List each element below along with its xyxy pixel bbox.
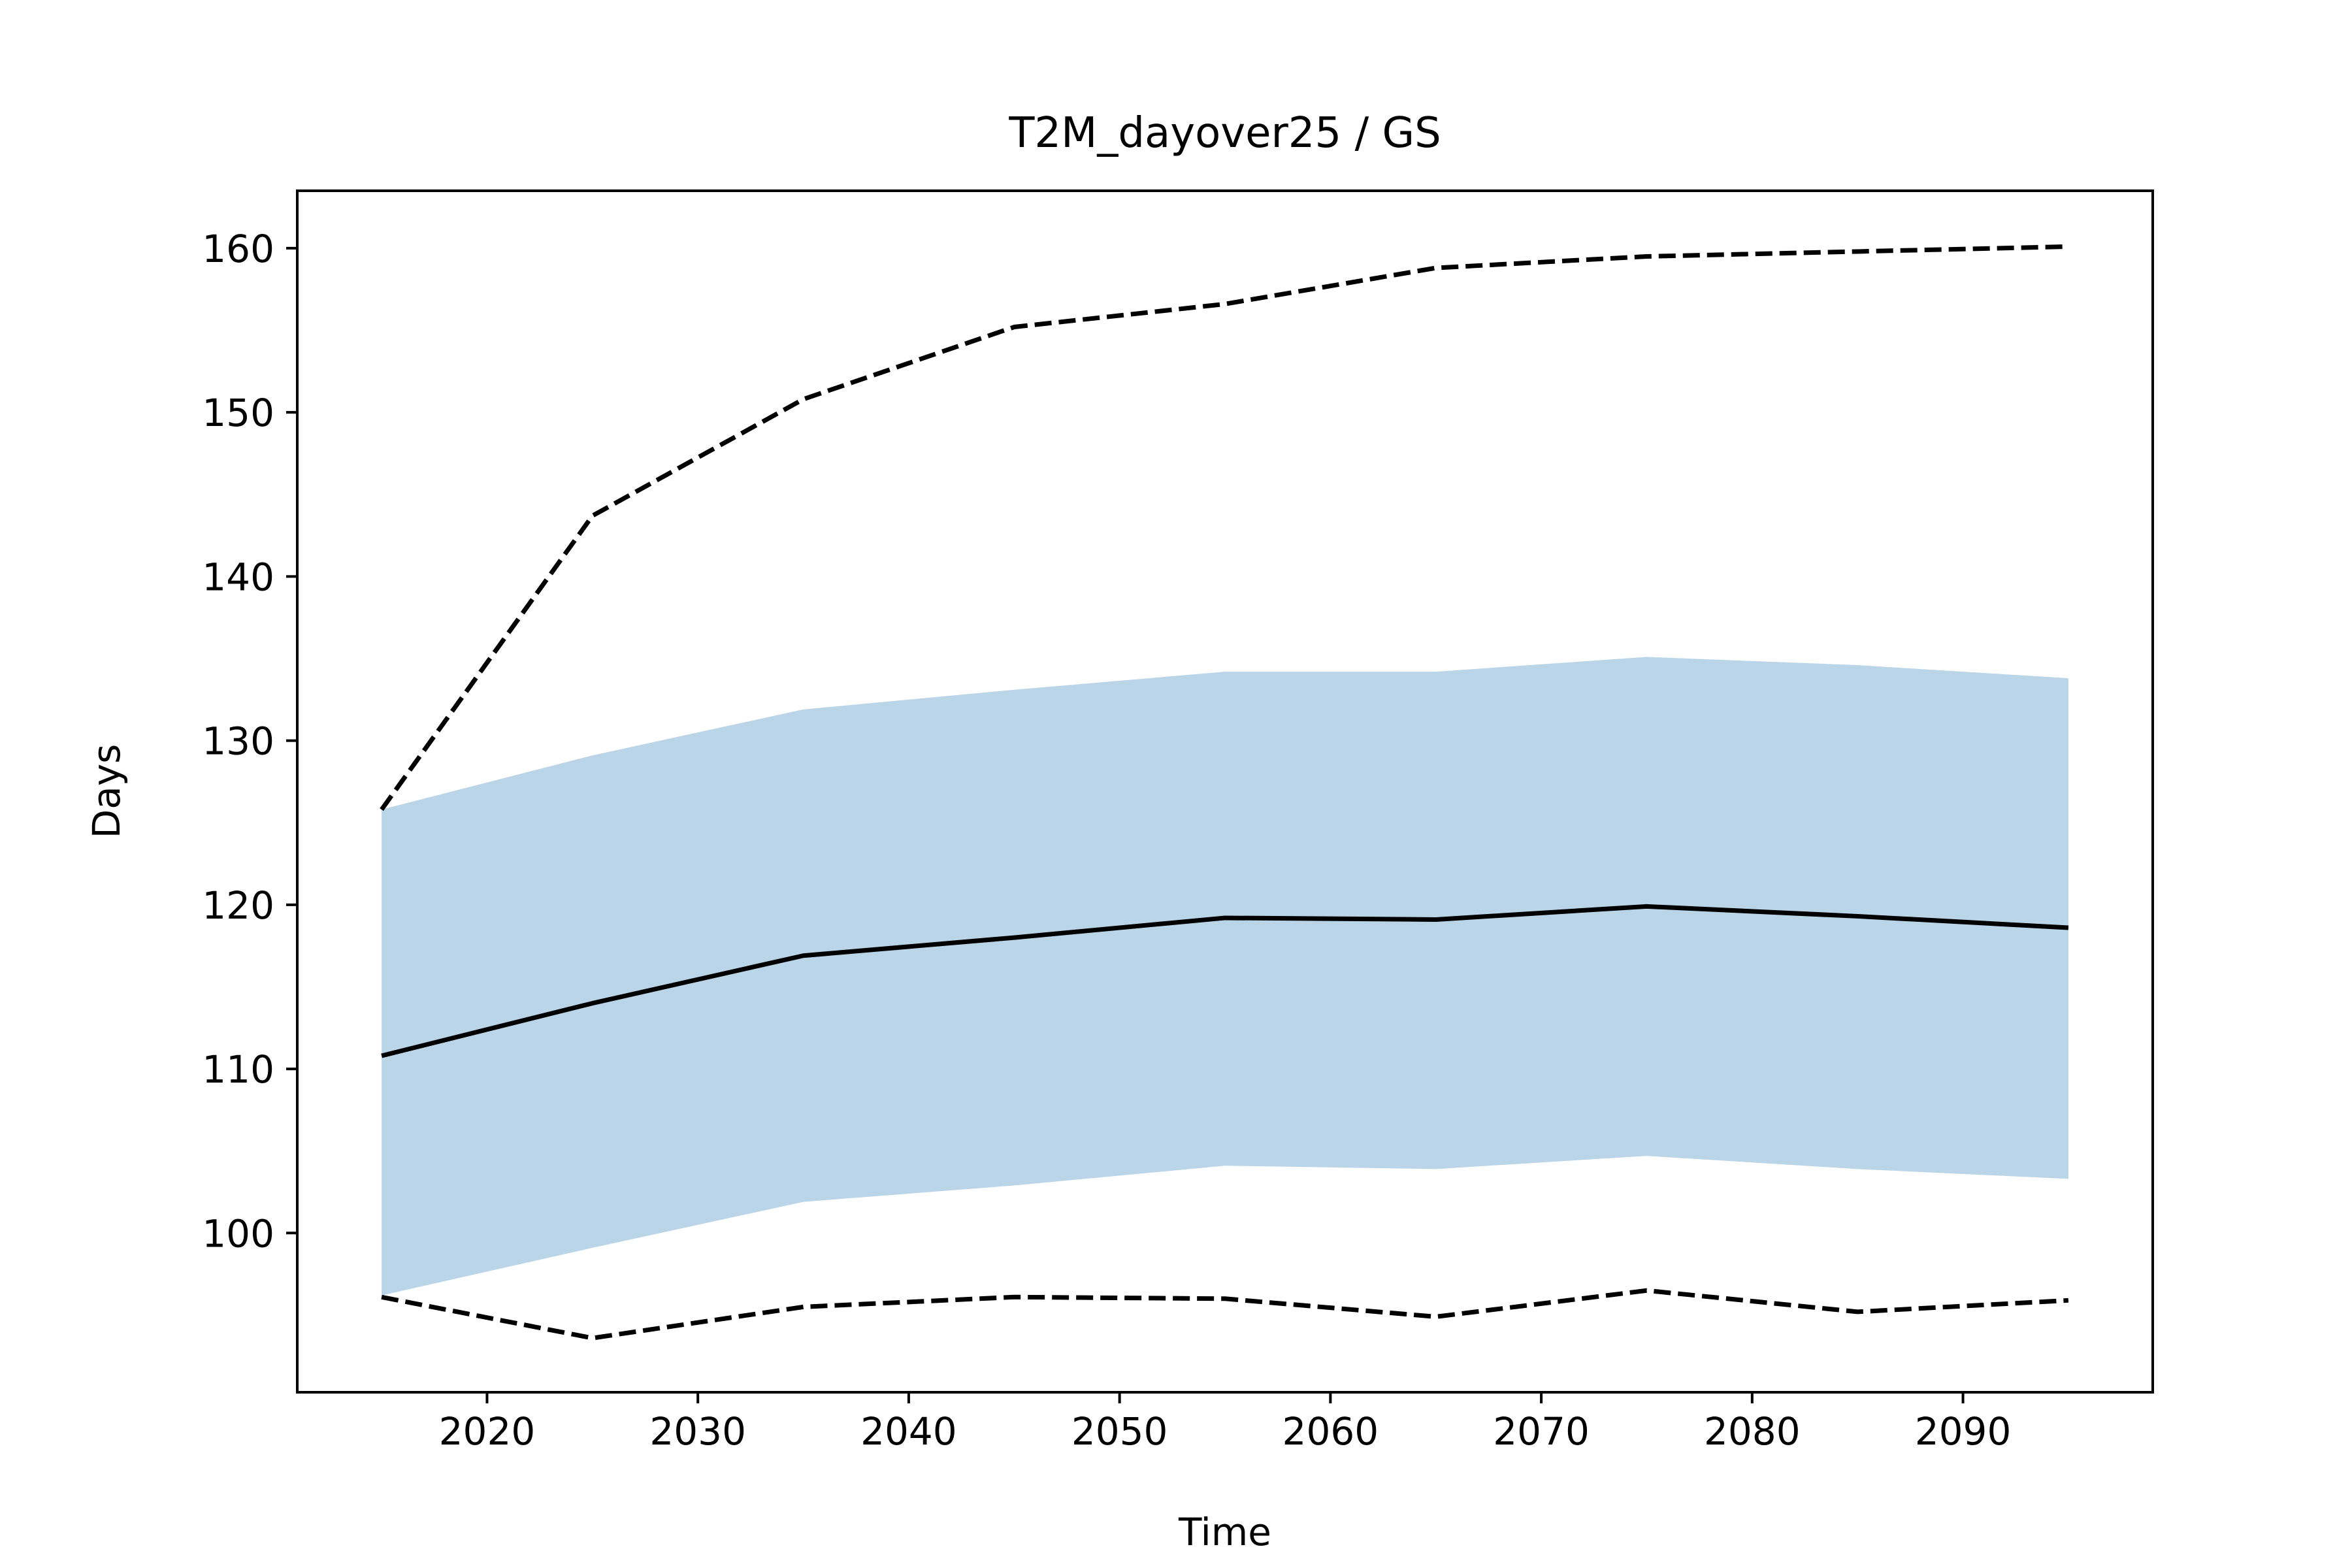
axes: 2020 2030 2040 2050 2060 2070 2080 2090 100 110 12… <box>202 227 2011 1454</box>
plot-area <box>380 244 2069 1341</box>
x-axis-label: Time <box>1178 1510 1271 1554</box>
x-tick-label: 2060 <box>1282 1409 1379 1454</box>
axes-frame <box>296 189 2154 1394</box>
x-tick-label: 2050 <box>1071 1409 1168 1454</box>
y-tick-label: 120 <box>202 883 274 928</box>
x-tick-label: 2020 <box>439 1409 536 1454</box>
y-tick-label: 150 <box>202 391 274 435</box>
y-axis-label: Days <box>84 744 129 839</box>
y-tick-label: 160 <box>202 227 274 271</box>
x-tick-label: 2080 <box>1704 1409 1801 1454</box>
y-tick-label: 130 <box>202 719 274 764</box>
y-tick-label: 110 <box>202 1047 274 1092</box>
x-tick-label: 2090 <box>1915 1409 2012 1454</box>
x-tick-label: 2040 <box>860 1409 957 1454</box>
y-tick-label: 100 <box>202 1211 274 1256</box>
series-line-1 <box>381 904 2069 1058</box>
chart-title: T2M_dayover25 / GS <box>1008 109 1441 157</box>
range-band <box>382 657 2068 1296</box>
y-tick-label: 140 <box>202 555 274 599</box>
series-line-3 <box>381 1288 2069 1341</box>
x-tick-label: 2030 <box>649 1409 746 1454</box>
series-line-2 <box>380 244 2068 811</box>
x-tick-label: 2070 <box>1493 1409 1590 1454</box>
